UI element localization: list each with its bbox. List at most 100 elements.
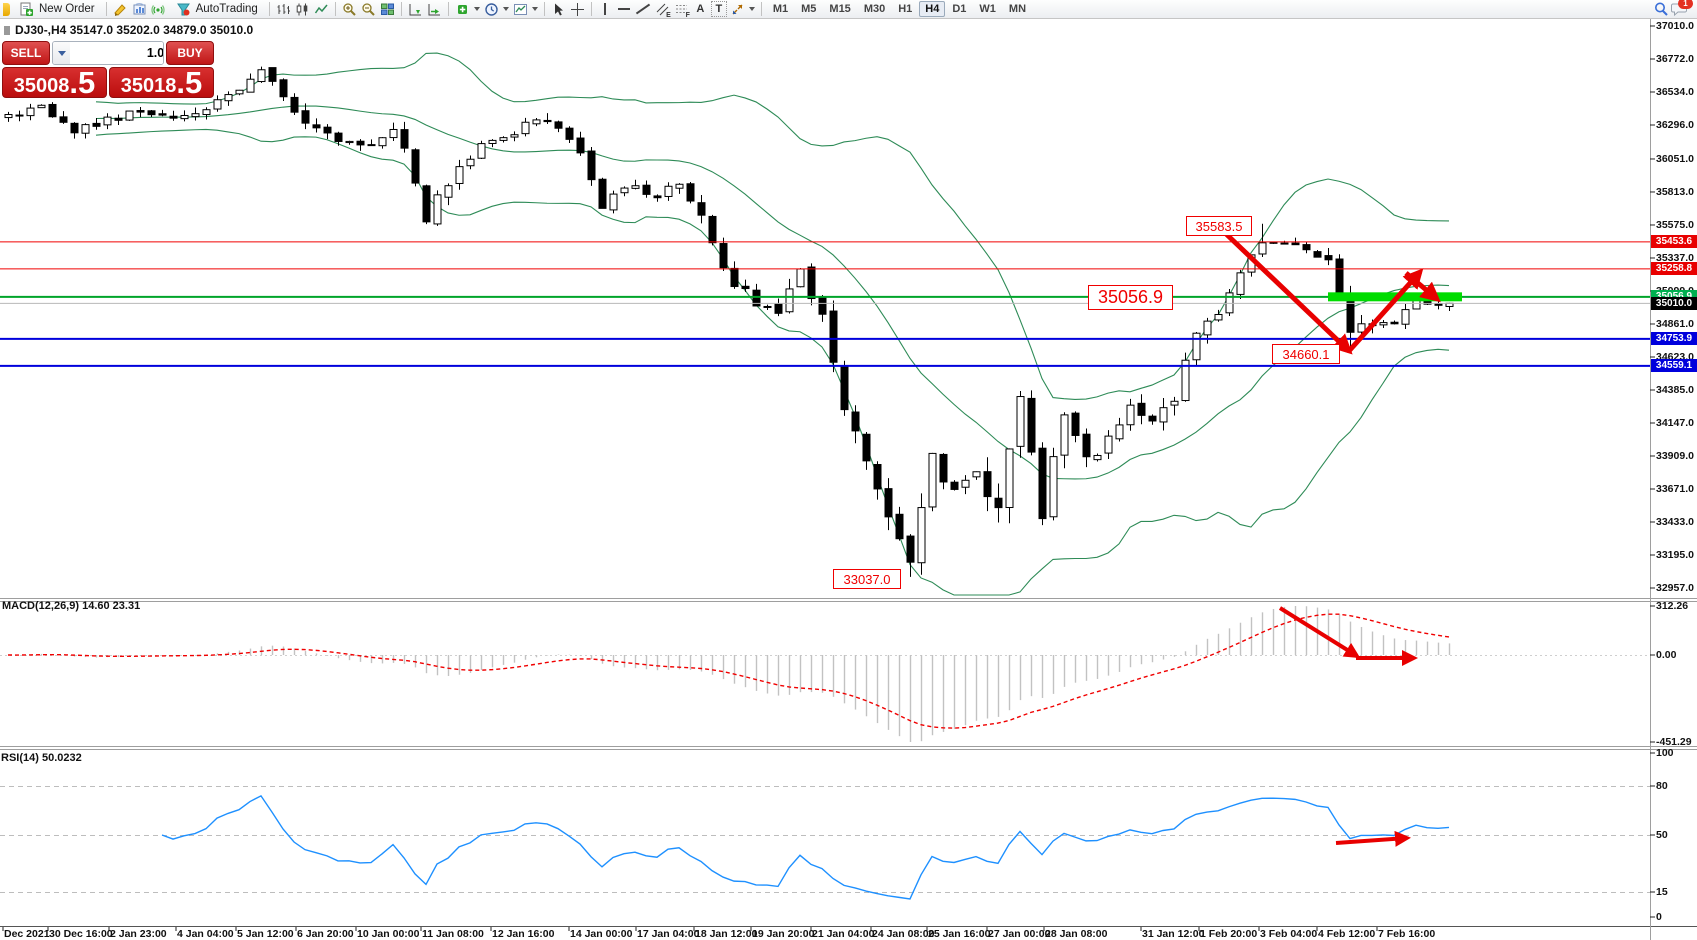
zoom-in-icon[interactable] <box>341 1 358 18</box>
candlestick <box>785 288 794 313</box>
candlestick <box>818 296 827 315</box>
timeframe-h4[interactable]: H4 <box>919 1 946 17</box>
bar-chart-icon[interactable] <box>275 1 292 18</box>
new-order-button[interactable]: New Order <box>12 0 101 19</box>
time-axis-label: 7 Feb 16:00 <box>1378 928 1436 940</box>
candlestick <box>1159 407 1168 423</box>
candlestick <box>862 433 871 462</box>
periods-icon[interactable] <box>483 1 500 18</box>
buy-price-panel[interactable]: 35018 .5 <box>109 64 214 100</box>
timeframe-m30[interactable]: M30 <box>863 3 886 15</box>
trend-arrow[interactable] <box>1347 268 1424 353</box>
price-annotation[interactable]: 35583.5 <box>1186 216 1252 236</box>
candlestick <box>1324 255 1333 261</box>
tile-windows-icon[interactable] <box>379 1 396 18</box>
zoom-out-icon[interactable] <box>360 1 377 18</box>
timeframe-h1[interactable]: H1 <box>898 3 913 15</box>
crosshair-icon[interactable] <box>569 1 586 18</box>
time-axis-label: 2 Jan 23:00 <box>110 928 167 940</box>
toolbar-separator <box>543 2 545 16</box>
timeframe-d1[interactable]: D1 <box>952 3 967 15</box>
rsi-label: RSI(14) 50.0232 <box>1 752 82 764</box>
cursor-icon[interactable] <box>550 1 567 18</box>
buy-button[interactable]: BUY <box>166 41 214 65</box>
candlestick <box>1335 258 1344 297</box>
candlestick <box>763 305 772 308</box>
templates-icon[interactable] <box>512 1 529 18</box>
price-axis-label: 33671.0 <box>1656 482 1694 495</box>
toolbar-separator <box>268 2 270 16</box>
hline-icon[interactable] <box>616 1 633 18</box>
sell-button[interactable]: SELL <box>2 41 50 65</box>
candlestick <box>213 99 222 110</box>
price-axis-label: 34861.0 <box>1656 317 1694 330</box>
indicators-icon[interactable] <box>454 1 471 18</box>
time-axis-label: 10 Jan 00:00 <box>357 928 420 940</box>
candlestick <box>1126 404 1135 426</box>
periods-dropdown-caret[interactable] <box>502 7 509 11</box>
price-annotation[interactable]: 33037.0 <box>833 569 901 589</box>
volume-input[interactable] <box>70 42 163 64</box>
chart-title: DJ30-,H4 35147.0 35202.0 34879.0 35010.0 <box>15 23 254 37</box>
chart-shift-icon[interactable] <box>426 1 443 18</box>
candlestick <box>774 303 783 314</box>
volume-stepper[interactable] <box>52 41 164 65</box>
chat-icon[interactable]: 1 <box>1671 0 1693 18</box>
toolbar-separator <box>334 2 336 16</box>
fibonacci-icon[interactable]: F <box>673 1 690 19</box>
candlestick <box>1104 435 1113 454</box>
highlighter-icon[interactable] <box>112 1 129 18</box>
timeframe-mn[interactable]: MN <box>1008 3 1027 15</box>
line-chart-icon[interactable] <box>313 1 330 18</box>
arrows-dropdown-caret[interactable] <box>748 7 755 11</box>
templates-dropdown-caret[interactable] <box>531 7 538 11</box>
auto-scroll-icon[interactable] <box>407 1 424 18</box>
price-axis-label: 34385.0 <box>1656 383 1694 396</box>
candlestick <box>1302 244 1311 251</box>
timeframe-m1[interactable]: M1 <box>772 3 789 15</box>
trend-arrow[interactable] <box>1404 271 1441 303</box>
text-icon[interactable]: A <box>696 3 705 15</box>
sell-price-panel[interactable]: 35008 .5 <box>2 66 107 98</box>
indicators-dropdown-caret[interactable] <box>473 7 480 11</box>
candlestick <box>598 178 607 209</box>
price-annotation[interactable]: 34660.1 <box>1272 344 1340 364</box>
candlestick <box>1038 447 1047 520</box>
trendline-icon[interactable] <box>635 1 652 18</box>
price-level-badge: 35258.8 <box>1651 262 1697 276</box>
candlesticks[interactable] <box>4 66 1454 577</box>
candlestick <box>70 122 79 134</box>
arrows-icon[interactable] <box>729 1 746 18</box>
trend-arrow[interactable] <box>1220 228 1353 355</box>
timeframe-w1[interactable]: W1 <box>979 3 996 15</box>
volume-decrease-button[interactable] <box>53 42 70 64</box>
price-annotation[interactable]: 35056.9 <box>1088 285 1173 310</box>
trend-arrow[interactable] <box>1335 830 1411 847</box>
trend-arrows[interactable] <box>1220 228 1441 847</box>
autotrading-label: AutoTrading <box>195 3 258 15</box>
trend-arrow[interactable] <box>1278 606 1361 659</box>
timeframe-m15[interactable]: M15 <box>829 3 851 15</box>
price-axis-label: 36534.0 <box>1656 86 1694 98</box>
candlestick-chart-icon[interactable] <box>294 1 311 18</box>
label-icon[interactable]: T <box>710 1 727 17</box>
time-axis-label: 28 Jan 08:00 <box>1045 928 1108 940</box>
toolbar: New Order AutoTrading <box>0 0 1697 19</box>
candlestick <box>1170 400 1179 406</box>
signal-icon[interactable] <box>150 1 167 18</box>
vline-icon[interactable] <box>597 1 614 18</box>
channel-icon[interactable]: E <box>654 1 671 19</box>
candlestick <box>1280 242 1289 245</box>
buy-price-fraction: .5 <box>176 64 203 100</box>
autotrading-button[interactable]: AutoTrading <box>169 0 264 19</box>
candlestick <box>279 79 288 98</box>
timeframe-m5[interactable]: M5 <box>801 3 817 15</box>
bollinger-bands[interactable] <box>95 52 1450 596</box>
publish-chart-icon[interactable] <box>131 1 148 18</box>
time-axis-label: 24 Jan 08:00 <box>872 928 935 940</box>
price-axis-label: 33195.0 <box>1656 548 1694 561</box>
one-click-trading-panel: SELL BUY 35008 .5 35018 .5 <box>2 41 214 98</box>
search-icon[interactable] <box>1652 1 1669 18</box>
candlestick <box>1390 321 1399 325</box>
